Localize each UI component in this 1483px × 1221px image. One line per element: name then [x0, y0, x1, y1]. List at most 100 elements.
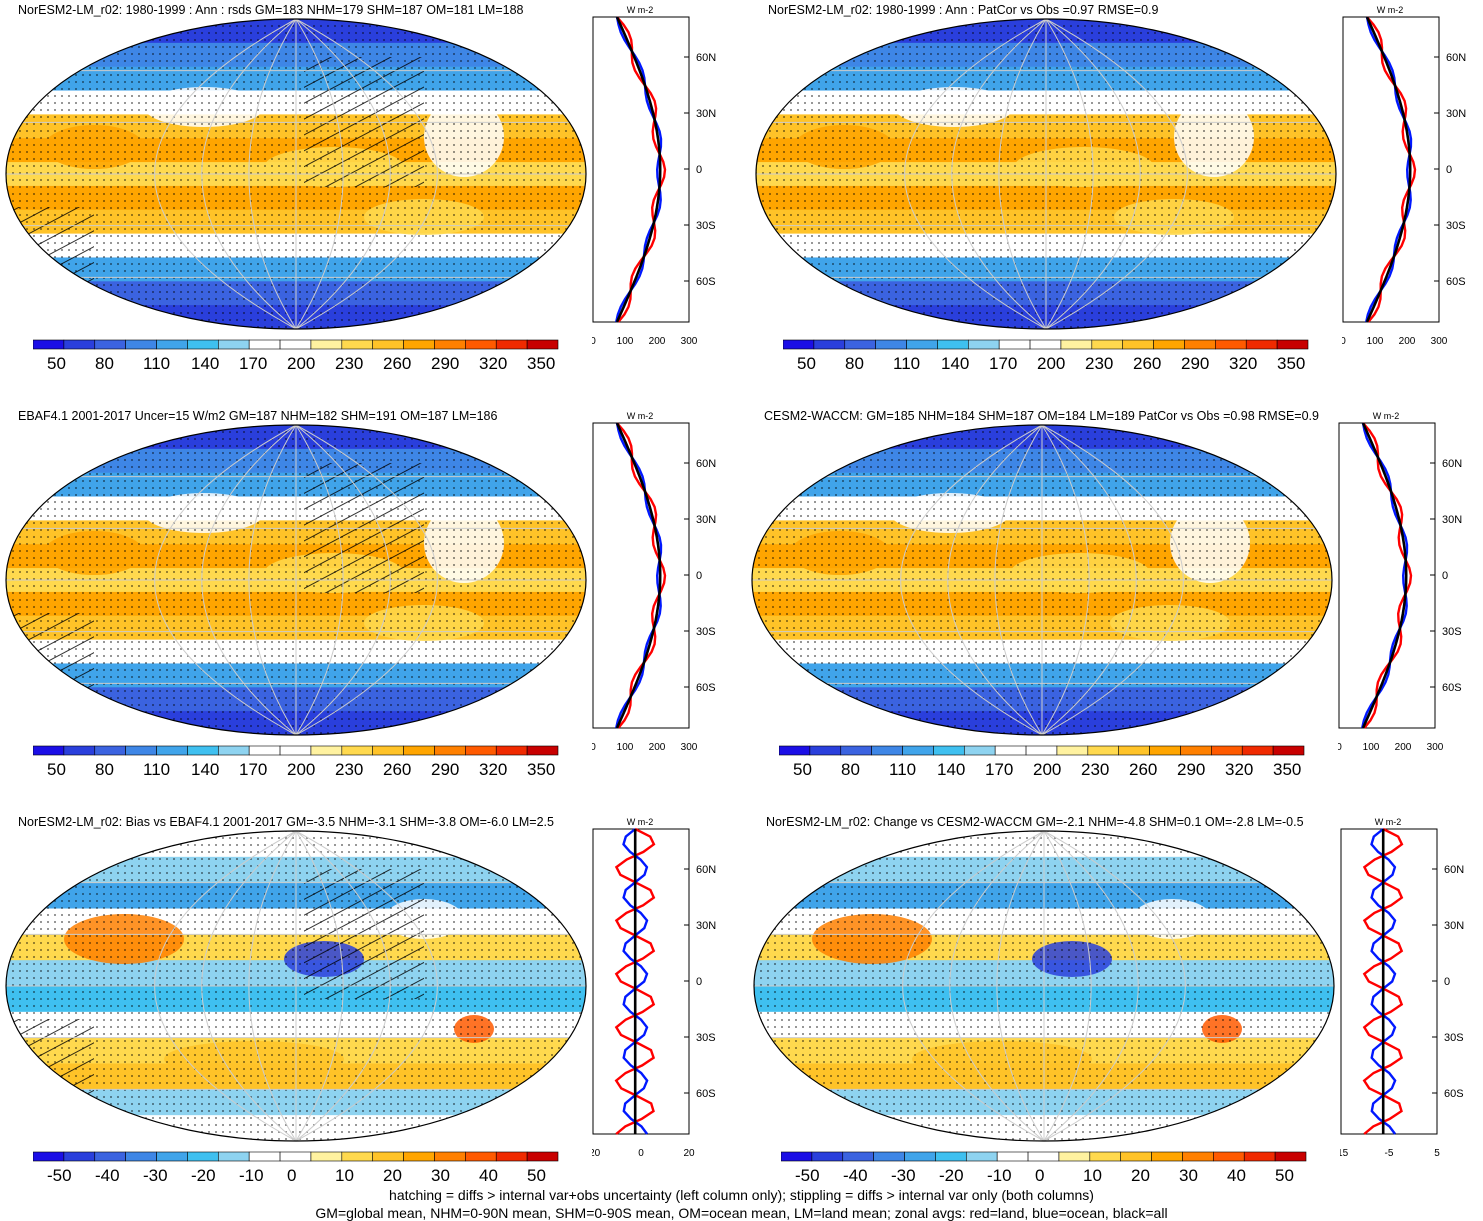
zonal-units-label: W m-2 [1373, 411, 1400, 421]
colorbar [33, 339, 559, 350]
colorbar-label: 290 [431, 760, 460, 779]
colorbar-label: 80 [95, 354, 114, 373]
lat-tick-label: 30N [696, 514, 716, 526]
zonal-line [615, 16, 662, 323]
lat-tick-label: 0 [696, 164, 702, 176]
panel-title: EBAF4.1 2001-2017 Uncer=15 W/m2 GM=187 N… [18, 409, 498, 423]
map-panel-5: NorESM2-LM_r02: Bias vs EBAF4.1 2001-201… [0, 812, 735, 1212]
lat-tick-label: 30S [1446, 220, 1466, 232]
zonal-units-label: W m-2 [627, 5, 654, 15]
zonal-x-tick-label: -15 [1340, 1148, 1349, 1157]
lat-tick-label: 60N [1444, 864, 1464, 876]
world-map [5, 18, 587, 330]
map-panel-6: NorESM2-LM_r02: Change vs CESM2-WACCM GM… [748, 812, 1483, 1212]
colorbar-label: -10 [239, 1166, 264, 1185]
colorbar [33, 745, 559, 756]
zonal-line [616, 16, 667, 323]
colorbar-label: -30 [143, 1166, 168, 1185]
lat-tick-label: 0 [696, 976, 702, 988]
colorbar-label: 80 [841, 760, 860, 779]
colorbar-label: 40 [479, 1166, 498, 1185]
panel-title: NorESM2-LM_r02: 1980-1999 : Ann : rsds G… [18, 3, 524, 17]
colorbar-label: 20 [383, 1166, 402, 1185]
zonal-x-tick-label: 200 [1399, 336, 1416, 345]
colorbar-label: 320 [479, 760, 508, 779]
colorbar-label: 50 [47, 760, 66, 779]
zonal-units-label: W m-2 [627, 817, 654, 827]
colorbar-label: 50 [47, 354, 66, 373]
zonal-line [1365, 16, 1412, 323]
lat-tick-label: 30N [696, 920, 716, 932]
colorbar-label: 110 [143, 760, 171, 779]
zonal-x-tick-label: 300 [681, 742, 698, 751]
panel-title: NorESM2-LM_r02: 1980-1999 : Ann : PatCor… [768, 3, 1159, 17]
footer-line-2: GM=global mean, NHM=0-90N mean, SHM=0-90… [315, 1205, 1168, 1221]
colorbar-label: 230 [335, 354, 364, 373]
zonal-line [1362, 422, 1413, 729]
lat-tick-label: 30N [1446, 108, 1466, 120]
colorbar-label: 320 [1225, 760, 1254, 779]
colorbar-label: 110 [143, 354, 171, 373]
panel-title: NorESM2-LM_r02: Change vs CESM2-WACCM GM… [766, 815, 1304, 829]
zonal-x-tick-label: 0 [592, 336, 596, 345]
panel-title: CESM2-WACCM: GM=185 NHM=184 SHM=187 OM=1… [764, 409, 1319, 423]
map-panel-3: EBAF4.1 2001-2017 Uncer=15 W/m2 GM=187 N… [0, 406, 735, 806]
colorbar-label: 230 [1081, 760, 1110, 779]
zonal-x-tick-label: 100 [617, 742, 634, 751]
zonal-units-label: W m-2 [627, 411, 654, 421]
lat-tick-label: 30S [696, 1032, 716, 1044]
lat-tick-label: 30S [696, 220, 716, 232]
map-panel-2: NorESM2-LM_r02: 1980-1999 : Ann : PatCor… [750, 0, 1483, 400]
colorbar-label: 10 [335, 1166, 354, 1185]
colorbar-label: 140 [191, 354, 220, 373]
zonal-x-tick-label: 300 [681, 336, 698, 345]
lat-tick-label: 60S [1446, 276, 1466, 288]
zonal-x-tick-label: -20 [592, 1148, 601, 1157]
zonal-x-tick-label: 200 [649, 336, 666, 345]
colorbar-label: 170 [239, 354, 268, 373]
lat-tick-label: 60S [696, 682, 716, 694]
lat-tick-label: 60S [1442, 682, 1462, 694]
colorbar-label: 0 [287, 1166, 297, 1185]
colorbar-label: 20 [1131, 1166, 1150, 1185]
lat-tick-label: 0 [1446, 164, 1452, 176]
colorbar-label: 170 [239, 760, 268, 779]
colorbar-label: 110 [893, 354, 921, 373]
colorbar-label: 260 [383, 760, 412, 779]
colorbar-label: 260 [1133, 354, 1162, 373]
zonal-x-tick-label: 100 [617, 336, 634, 345]
colorbar-label: 320 [479, 354, 508, 373]
zonal-average-plot: W m-2 60N 30N 0 30S 60S -20 0 20 [592, 817, 716, 1157]
lat-tick-label: 60N [696, 864, 716, 876]
colorbar-label: 170 [985, 760, 1014, 779]
colorbar [779, 745, 1305, 756]
colorbar-label: 140 [937, 760, 966, 779]
colorbar-label: 320 [1229, 354, 1258, 373]
zonal-average-plot: W m-2 60N 30N 0 30S 60S 0 100 200 300 [1342, 5, 1466, 345]
lat-tick-label: 60N [1442, 458, 1462, 470]
world-map [753, 830, 1335, 1142]
zonal-x-tick-label: 5 [1434, 1148, 1440, 1157]
lat-tick-label: 60S [1444, 1088, 1464, 1100]
colorbar-label: -50 [795, 1166, 820, 1185]
colorbar [33, 1151, 559, 1162]
colorbar-label: 260 [383, 354, 412, 373]
colorbar-label: 350 [527, 760, 556, 779]
zonal-line [615, 16, 663, 323]
lat-tick-label: 60S [696, 276, 716, 288]
colorbar-label: 140 [191, 760, 220, 779]
colorbar-label: 50 [1275, 1166, 1294, 1185]
lat-tick-label: 0 [1444, 976, 1450, 988]
lat-tick-label: 60N [696, 458, 716, 470]
panel-title: NorESM2-LM_r02: Bias vs EBAF4.1 2001-201… [18, 815, 554, 829]
colorbar-label: 260 [1129, 760, 1158, 779]
world-map [5, 830, 587, 1142]
map-panel-1: NorESM2-LM_r02: 1980-1999 : Ann : rsds G… [0, 0, 735, 400]
colorbar-label: 350 [1273, 760, 1302, 779]
zonal-average-plot: W m-2 60N 30N 0 30S 60S 0 100 200 300 [592, 411, 716, 751]
world-map [5, 424, 587, 736]
zonal-line [1361, 422, 1409, 729]
colorbar-label: 230 [1085, 354, 1114, 373]
zonal-line [1361, 422, 1408, 729]
zonal-x-tick-label: 20 [683, 1148, 695, 1157]
